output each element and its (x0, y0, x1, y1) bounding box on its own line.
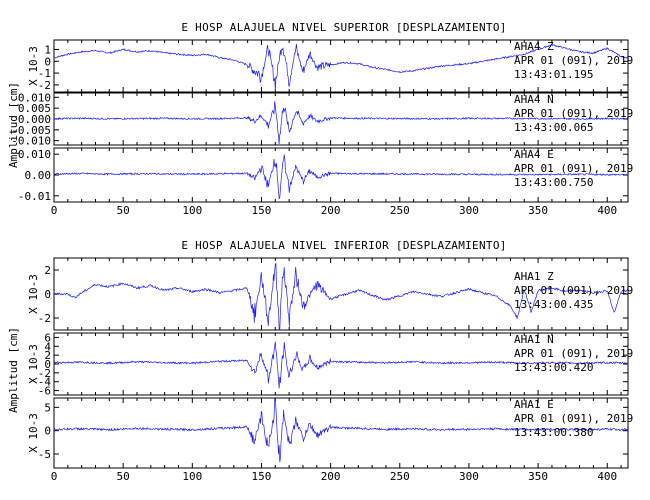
channel-label: AHA4 N (514, 93, 554, 106)
y-scale-label: X 10-3 (27, 413, 40, 453)
y-tick-label: 2 (44, 264, 51, 277)
series-line (53, 398, 629, 463)
chart-title-upper: E HOSP ALAJUELA NIVEL SUPERIOR [DESPLAZA… (181, 21, 506, 34)
y-tick-label: 0 (44, 55, 51, 68)
x-tick-label: 200 (321, 204, 341, 217)
time-label: 13:43:00.065 (514, 121, 593, 134)
date-label: APR 01 (091), 2019 (514, 284, 633, 297)
x-tick-label: 50 (117, 204, 130, 217)
y-tick-label: 0.010 (18, 91, 51, 104)
channel-label: AHA1 E (514, 398, 554, 411)
series-line (53, 101, 629, 145)
date-label: APR 01 (091), 2019 (514, 412, 633, 425)
date-label: APR 01 (091), 2019 (514, 107, 633, 120)
y-tick-label: 0 (44, 288, 51, 301)
y-tick-label: -0.010 (11, 135, 51, 148)
x-tick-label: 350 (528, 204, 548, 217)
y-tick-label: 1 (44, 43, 51, 56)
y-tick-label: 0 (44, 425, 51, 438)
y-tick-label: -0.005 (11, 124, 51, 137)
time-label: 13:43:01.195 (514, 68, 593, 81)
x-tick-label: 300 (459, 204, 479, 217)
channel-label: AHA1 N (514, 333, 554, 346)
series-line (53, 43, 628, 92)
chart-title-lower: E HOSP ALAJUELA NIVEL INFERIOR [DESPLAZA… (181, 239, 506, 252)
y-scale-label: X 10-3 (27, 46, 40, 86)
y-tick-label: 2 (44, 349, 51, 362)
panel-frame (53, 39, 629, 93)
series-line (53, 262, 629, 330)
y-tick-label: -0.01 (18, 190, 51, 203)
time-label: 13:43:00.750 (514, 176, 593, 189)
y-tick-label: -2 (38, 79, 51, 92)
y-tick-label: 5 (44, 401, 51, 414)
x-tick-label: 100 (182, 204, 202, 217)
y-scale-label: X 10-3 (27, 274, 40, 314)
y-tick-label: 0.000 (18, 113, 51, 126)
y-tick-label: 0.010 (18, 148, 51, 161)
y-tick-label: 0.005 (18, 102, 51, 115)
y-tick-label: -2 (38, 367, 51, 380)
y-tick-label: -2 (38, 312, 51, 325)
y-scale-label: X 10-3 (27, 344, 40, 384)
y-axis-label-upper: Amplitud [cm] (7, 82, 20, 168)
channel-label: AHA4 E (514, 148, 554, 161)
time-label: 13:43:00.380 (514, 426, 593, 439)
panel-frame (53, 397, 629, 469)
channel-label: AHA1 Z (514, 270, 554, 283)
x-tick-label: 400 (597, 470, 617, 483)
time-label: 13:43:00.420 (514, 361, 593, 374)
x-tick-label: 0 (51, 470, 58, 483)
y-tick-label: 0 (44, 358, 51, 371)
date-label: APR 01 (091), 2019 (514, 54, 633, 67)
x-tick-label: 50 (117, 470, 130, 483)
y-tick-label: -6 (38, 385, 51, 398)
date-label: APR 01 (091), 2019 (514, 162, 633, 175)
x-tick-label: 350 (528, 470, 548, 483)
y-tick-label: -1 (38, 67, 51, 80)
x-tick-label: 100 (182, 470, 202, 483)
y-axis-label-lower: Amplitud [cm] (7, 327, 20, 413)
y-tick-label: 0.00 (25, 169, 52, 182)
x-tick-label: 150 (252, 204, 272, 217)
x-tick-label: 400 (597, 204, 617, 217)
date-label: APR 01 (091), 2019 (514, 347, 633, 360)
y-tick-label: 4 (44, 340, 51, 353)
time-label: 13:43:00.435 (514, 298, 593, 311)
x-tick-label: 250 (390, 204, 410, 217)
series-line (53, 154, 629, 200)
channel-label: AHA4 Z (514, 40, 554, 53)
y-tick-label: -4 (38, 376, 52, 389)
x-tick-label: 150 (252, 470, 272, 483)
x-tick-label: 300 (459, 470, 479, 483)
x-tick-label: 200 (321, 470, 341, 483)
series-line (53, 341, 629, 389)
y-tick-label: 6 (44, 331, 51, 344)
x-tick-label: 250 (390, 470, 410, 483)
x-tick-label: 0 (51, 204, 58, 217)
y-tick-label: -5 (38, 448, 51, 461)
